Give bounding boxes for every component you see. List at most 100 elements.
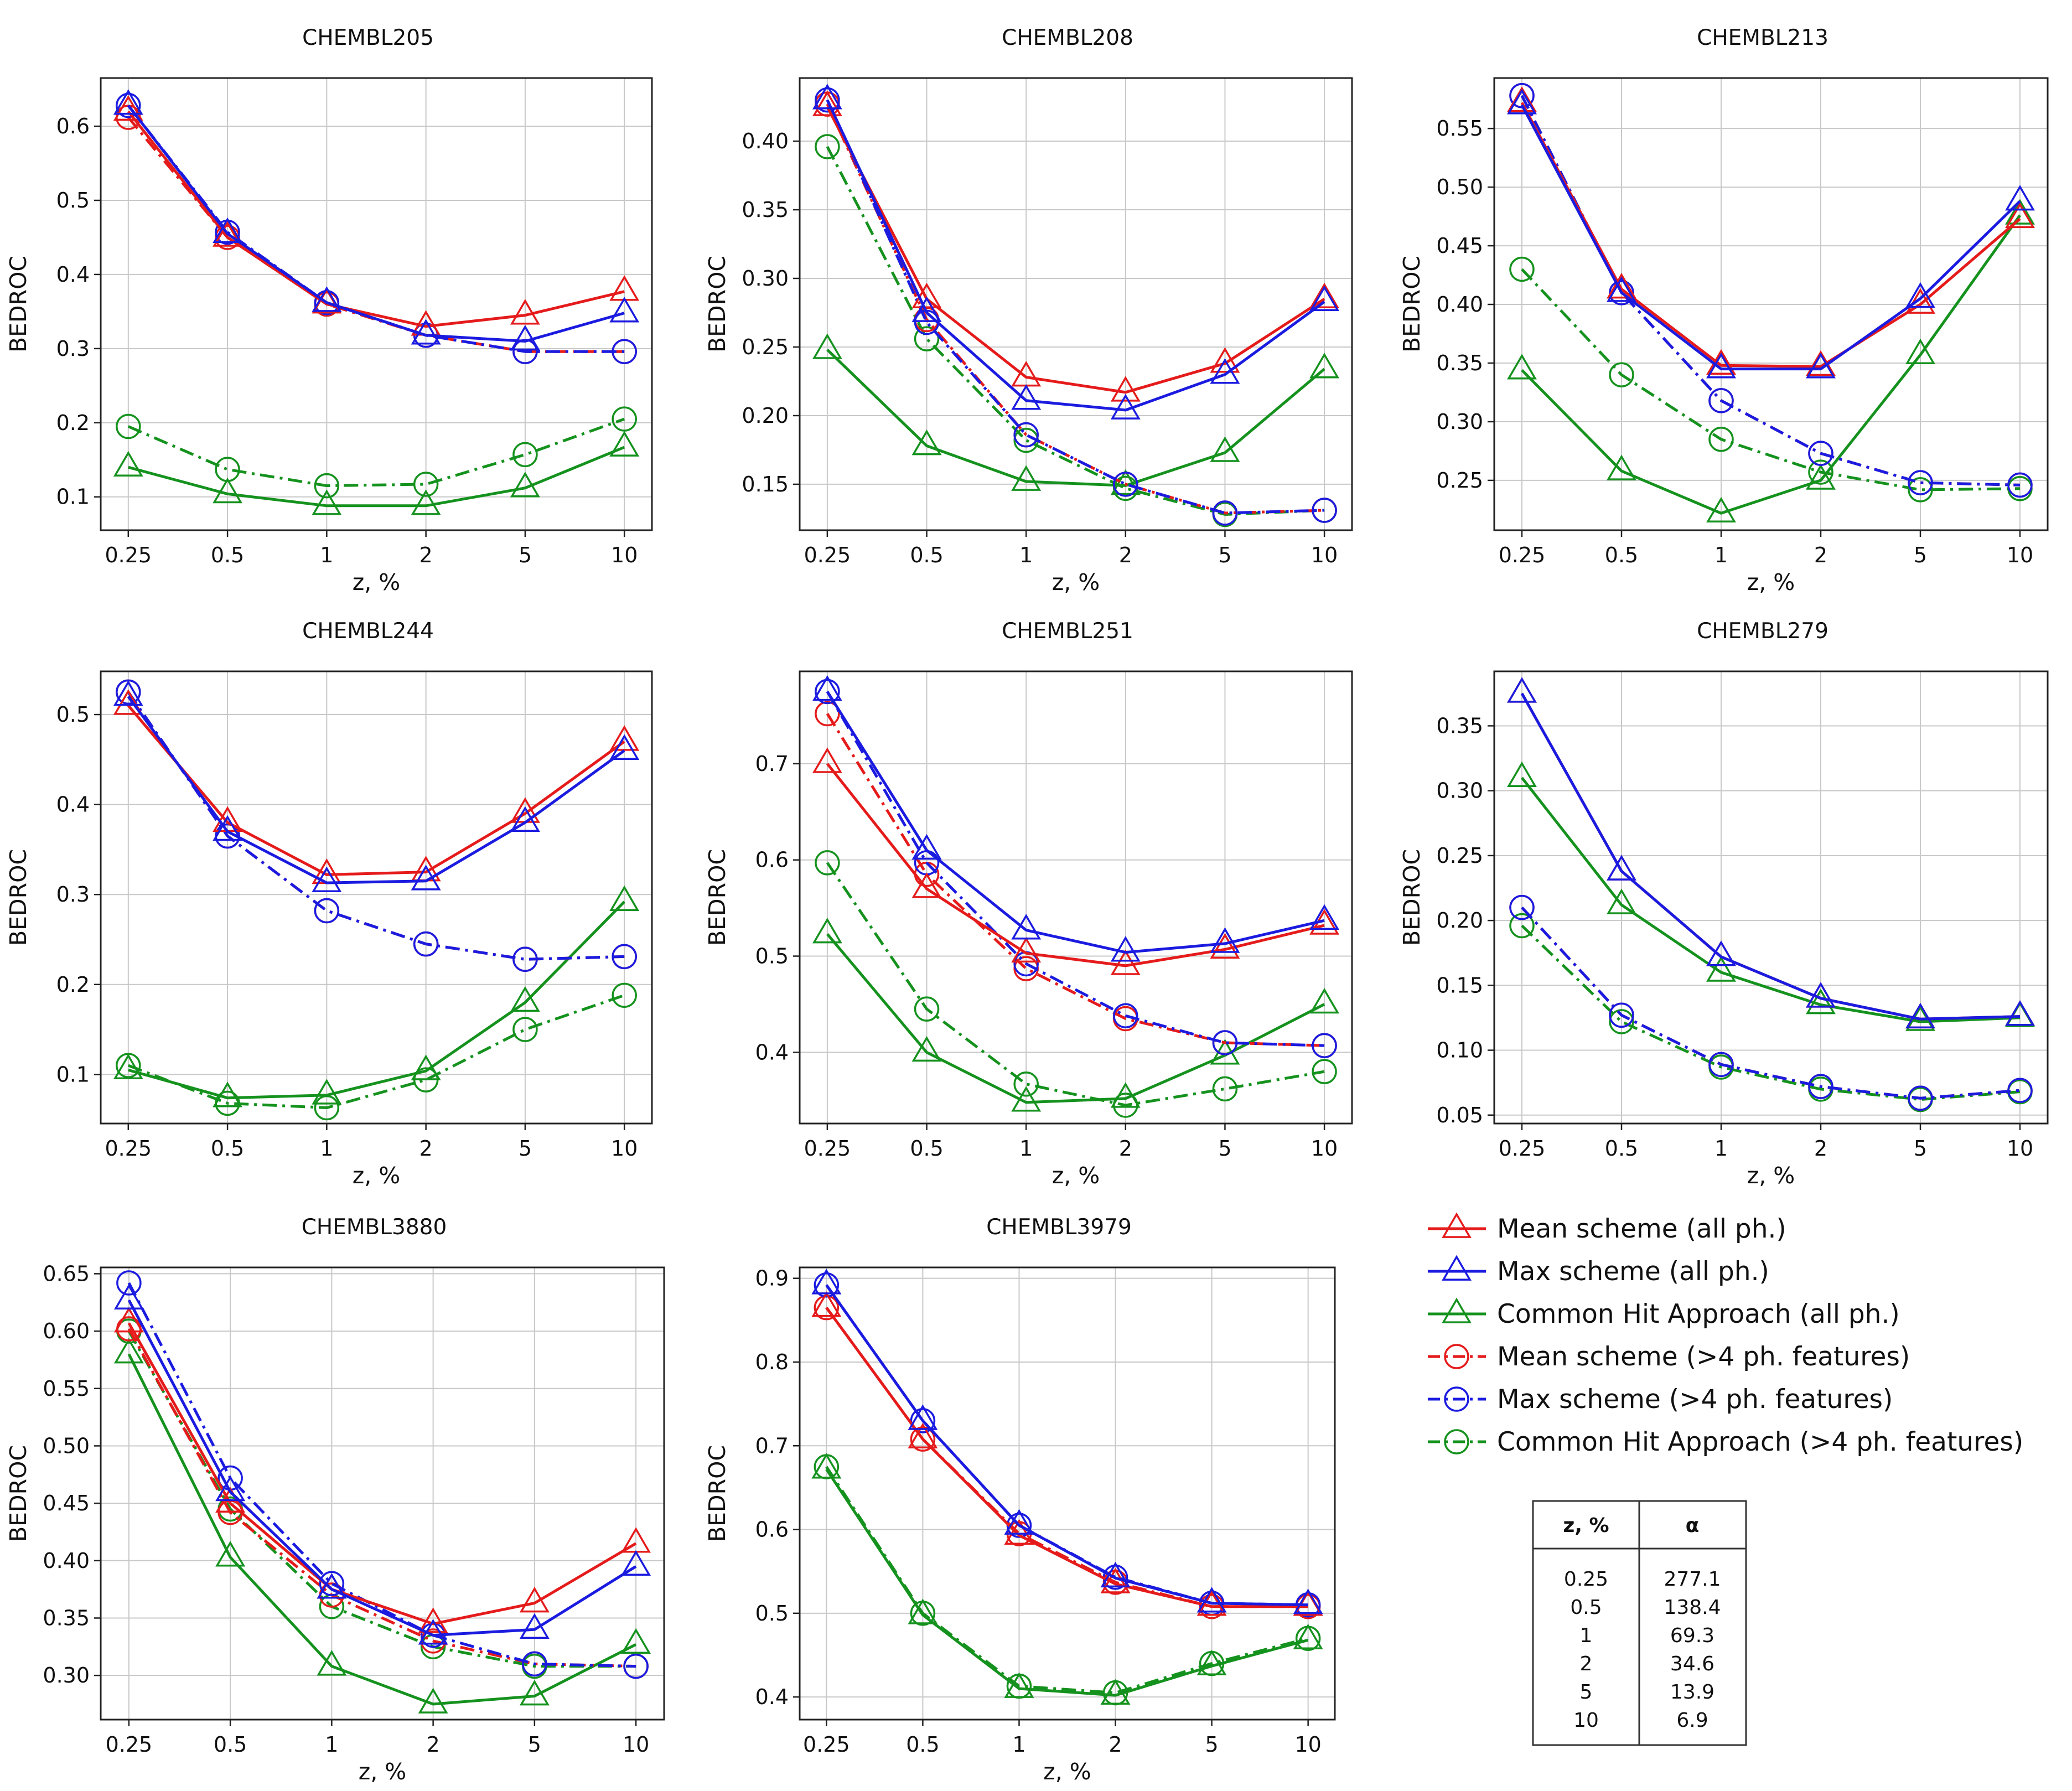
chart-chembl3979: 0.25 0.5 1 2 5 10 0.4 0.5 0.6 0.7 0.8 0.9 CHEMBL3979… (704, 1215, 1336, 1785)
data-point (411, 319, 441, 345)
series-common-hit-approach-all-ph (113, 431, 640, 515)
x-tick-label: 5 (519, 1136, 532, 1161)
data-point (911, 429, 942, 455)
y-axis-label: BEDROC (704, 256, 731, 353)
data-point (621, 1550, 651, 1576)
data-point (1004, 1519, 1034, 1545)
data-point (519, 1680, 550, 1706)
legend-label: Max scheme (all ph.) (1497, 1256, 1769, 1287)
data-point (609, 734, 640, 760)
data-point (812, 918, 842, 944)
alpha-table-alpha: 13.9 (1670, 1681, 1714, 1704)
x-tick-label: 5 (519, 543, 532, 567)
series-common-hit-approach-4-ph-features (116, 1318, 649, 1679)
data-point (1706, 353, 1736, 379)
series-line (826, 146, 1325, 516)
series-mean-scheme-all-ph (113, 95, 640, 336)
data-point (814, 1454, 840, 1479)
data-point (116, 92, 141, 118)
series-line (825, 1466, 1309, 1695)
data-point (1507, 89, 1537, 115)
data-point (609, 297, 640, 323)
y-tick-label: 0.35 (43, 1606, 90, 1630)
x-tick-label: 10 (2007, 1136, 2033, 1161)
x-tick-label: 0.5 (906, 1732, 939, 1757)
data-point (413, 472, 439, 497)
x-tick-label: 2 (1119, 543, 1132, 567)
series-mean-scheme-all-ph (1507, 677, 2035, 1029)
data-point (811, 1291, 842, 1317)
y-tick-label: 0.6 (755, 848, 789, 872)
y-tick-label: 0.4 (755, 1040, 789, 1064)
x-tick-label: 0.25 (105, 1136, 152, 1161)
chart-title: CHEMBL3979 (986, 1215, 1132, 1240)
series-line (1521, 268, 2021, 491)
legend-item-mean-scheme-all-ph: Mean scheme (all ph.) (1428, 1212, 1786, 1244)
x-tick-label: 0.5 (910, 1136, 943, 1161)
series-mean-scheme-4-ph-features (1509, 83, 2033, 498)
data-point (1806, 988, 1836, 1014)
series-line (825, 1468, 1309, 1697)
y-tick-label: 0.55 (43, 1376, 90, 1401)
x-tick-label: 1 (325, 1732, 338, 1757)
data-point (113, 1307, 144, 1333)
x-tick-label: 5 (1218, 543, 1231, 567)
series-line (825, 1284, 1308, 1607)
alpha-table-z: 0.5 (1570, 1596, 1602, 1619)
data-point (1706, 496, 1736, 523)
data-point (812, 333, 842, 359)
data-point (1100, 1561, 1131, 1588)
data-point (910, 1426, 936, 1452)
chart-title: CHEMBL279 (1697, 619, 1828, 644)
y-tick-label: 0.25 (1436, 843, 1483, 868)
chart-title: CHEMBL244 (302, 619, 434, 644)
data-point (814, 1272, 840, 1298)
y-tick-label: 0.20 (742, 403, 789, 428)
data-point (621, 1628, 651, 1654)
chart-title: CHEMBL3880 (302, 1215, 447, 1240)
x-tick-label: 10 (2007, 543, 2033, 567)
y-axis-label: BEDROC (1398, 849, 1425, 946)
alpha-table-alpha: 34.6 (1670, 1653, 1714, 1675)
y-axis-label: BEDROC (5, 256, 32, 353)
y-tick-label: 0.35 (1436, 713, 1483, 738)
data-point (512, 1017, 538, 1042)
chart-chembl3880: 0.25 0.5 1 2 5 10 0.30 0.35 0.40 0.45 0.50 0.55 0.60… (5, 1215, 665, 1785)
chart-title: CHEMBL251 (1002, 619, 1133, 644)
x-tick-label: 0.25 (105, 543, 152, 567)
chart-chembl213: 0.25 0.5 1 2 5 10 0.25 0.30 0.35 0.40 0.45 0.50 0.55… (1398, 25, 2049, 596)
y-tick-label: 0.2 (56, 972, 90, 997)
data-point (519, 1613, 550, 1639)
data-point (1110, 394, 1141, 420)
chart-chembl205: 0.25 0.5 1 2 5 10 0.1 0.2 0.3 0.4 0.5 0.6 CHEMBL205 z… (5, 25, 653, 596)
data-point (113, 689, 143, 715)
y-tick-label: 0.50 (43, 1433, 90, 1458)
legend-item-common-hit-approach-all-ph: Common Hit Approach (all ph.) (1428, 1297, 1900, 1329)
data-point (1199, 1650, 1225, 1676)
data-point (1110, 936, 1141, 962)
data-point (1609, 280, 1634, 306)
x-tick-label: 2 (419, 1136, 433, 1161)
data-point (510, 986, 540, 1012)
y-tick-label: 0.05 (1436, 1103, 1483, 1127)
x-tick-label: 2 (1814, 543, 1827, 567)
data-point (2005, 202, 2035, 229)
series-max-scheme-all-ph (113, 89, 640, 351)
y-tick-label: 0.4 (755, 1685, 789, 1709)
data-point (1113, 1003, 1138, 1029)
data-point (215, 1541, 246, 1567)
data-point (510, 472, 540, 498)
series-common-hit-approach-all-ph (1507, 761, 2035, 1031)
x-axis-label: z, % (1747, 569, 1795, 596)
data-point (911, 834, 942, 860)
data-point (411, 489, 441, 515)
data-point (510, 806, 540, 832)
charts-layer: 0.25 0.5 1 2 5 100.10.20.30.40.50.6CHEMBL205z… (5, 25, 2049, 1785)
data-point (312, 286, 342, 312)
data-point (2005, 185, 2035, 211)
x-tick-label: 2 (1119, 1136, 1132, 1161)
x-tick-label: 0.25 (803, 1732, 850, 1757)
data-point (1210, 927, 1240, 953)
data-point (215, 1475, 246, 1502)
data-point (1509, 256, 1535, 282)
